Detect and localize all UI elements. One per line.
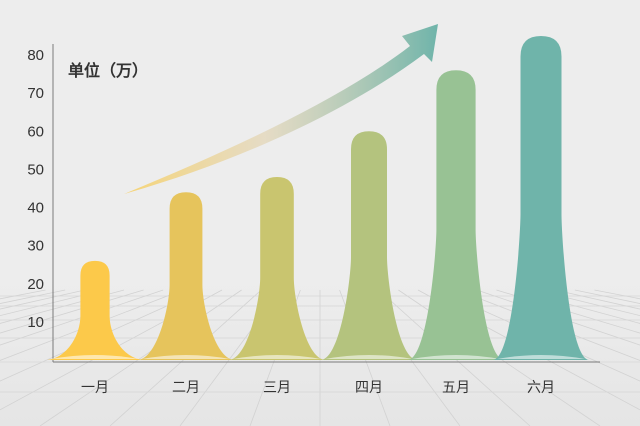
bar-6: [493, 36, 589, 360]
y-tick-label: 30: [27, 238, 44, 255]
x-category-label: 五月: [442, 380, 470, 396]
x-category-label: 四月: [355, 380, 383, 396]
bar-base-highlight: [233, 355, 321, 359]
unit-label: 单位（万）: [68, 61, 148, 80]
bar-base-highlight: [497, 355, 585, 359]
y-tick-label: 50: [27, 161, 44, 178]
bar-3: [229, 177, 325, 360]
y-tick-label: 70: [27, 85, 44, 102]
trend-arrow: [124, 24, 438, 194]
y-tick-label: 60: [27, 123, 44, 140]
x-category-label: 六月: [527, 380, 555, 396]
bar-5: [408, 70, 504, 361]
y-tick-label: 20: [27, 276, 44, 293]
x-category-label: 二月: [172, 380, 200, 396]
bar-2: [138, 192, 234, 360]
y-tick-label: 40: [27, 200, 44, 217]
bar-base-highlight: [412, 355, 500, 359]
y-tick-label: 10: [27, 314, 44, 331]
bar-base-highlight: [142, 355, 230, 359]
y-tick-label: 80: [27, 47, 44, 64]
bar-base-highlight: [325, 355, 413, 359]
x-category-label: 三月: [263, 380, 291, 396]
bar-base-highlight: [51, 355, 139, 359]
x-category-label: 一月: [81, 380, 109, 396]
bar-1: [47, 260, 143, 360]
bar-4: [321, 131, 417, 360]
